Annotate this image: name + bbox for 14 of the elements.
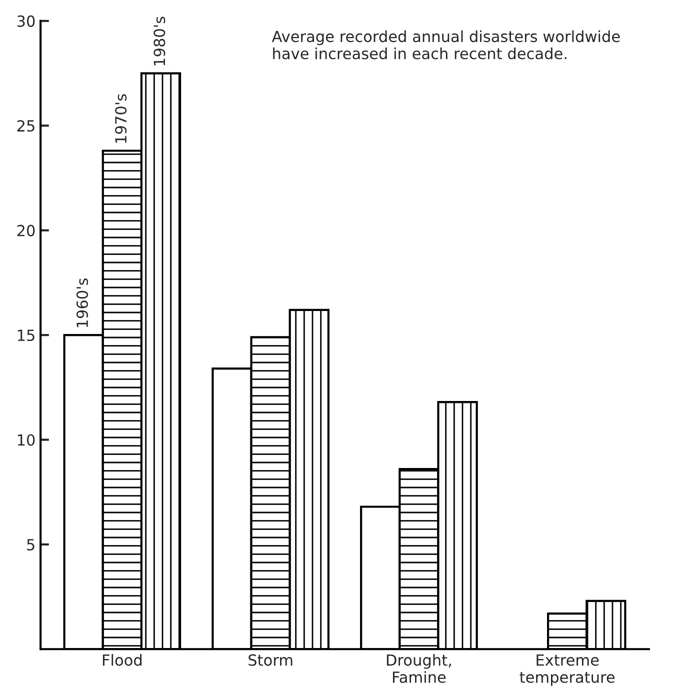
- x-tick-label: Extreme temperature: [520, 654, 615, 686]
- text: 1970's: [115, 94, 127, 143]
- text: 1980's: [154, 16, 166, 66]
- y-tick-label: 20: [17, 224, 35, 236]
- y-tick-label: 10: [18, 434, 35, 446]
- y-tick-label: 30: [17, 15, 35, 27]
- x-tick-label: Flood: [102, 654, 142, 666]
- annotation: Average recorded annual disasters worldwide have increased in each recent decade.: [272, 30, 620, 60]
- x-tick-label: Drought, Famine: [386, 654, 451, 683]
- y-tick-label: 5: [27, 539, 34, 550]
- text: 1960's: [76, 278, 88, 328]
- x-tick-label: Storm: [248, 654, 292, 666]
- y-tick-label: 25: [17, 120, 34, 132]
- y-tick-label: 15: [18, 330, 34, 342]
